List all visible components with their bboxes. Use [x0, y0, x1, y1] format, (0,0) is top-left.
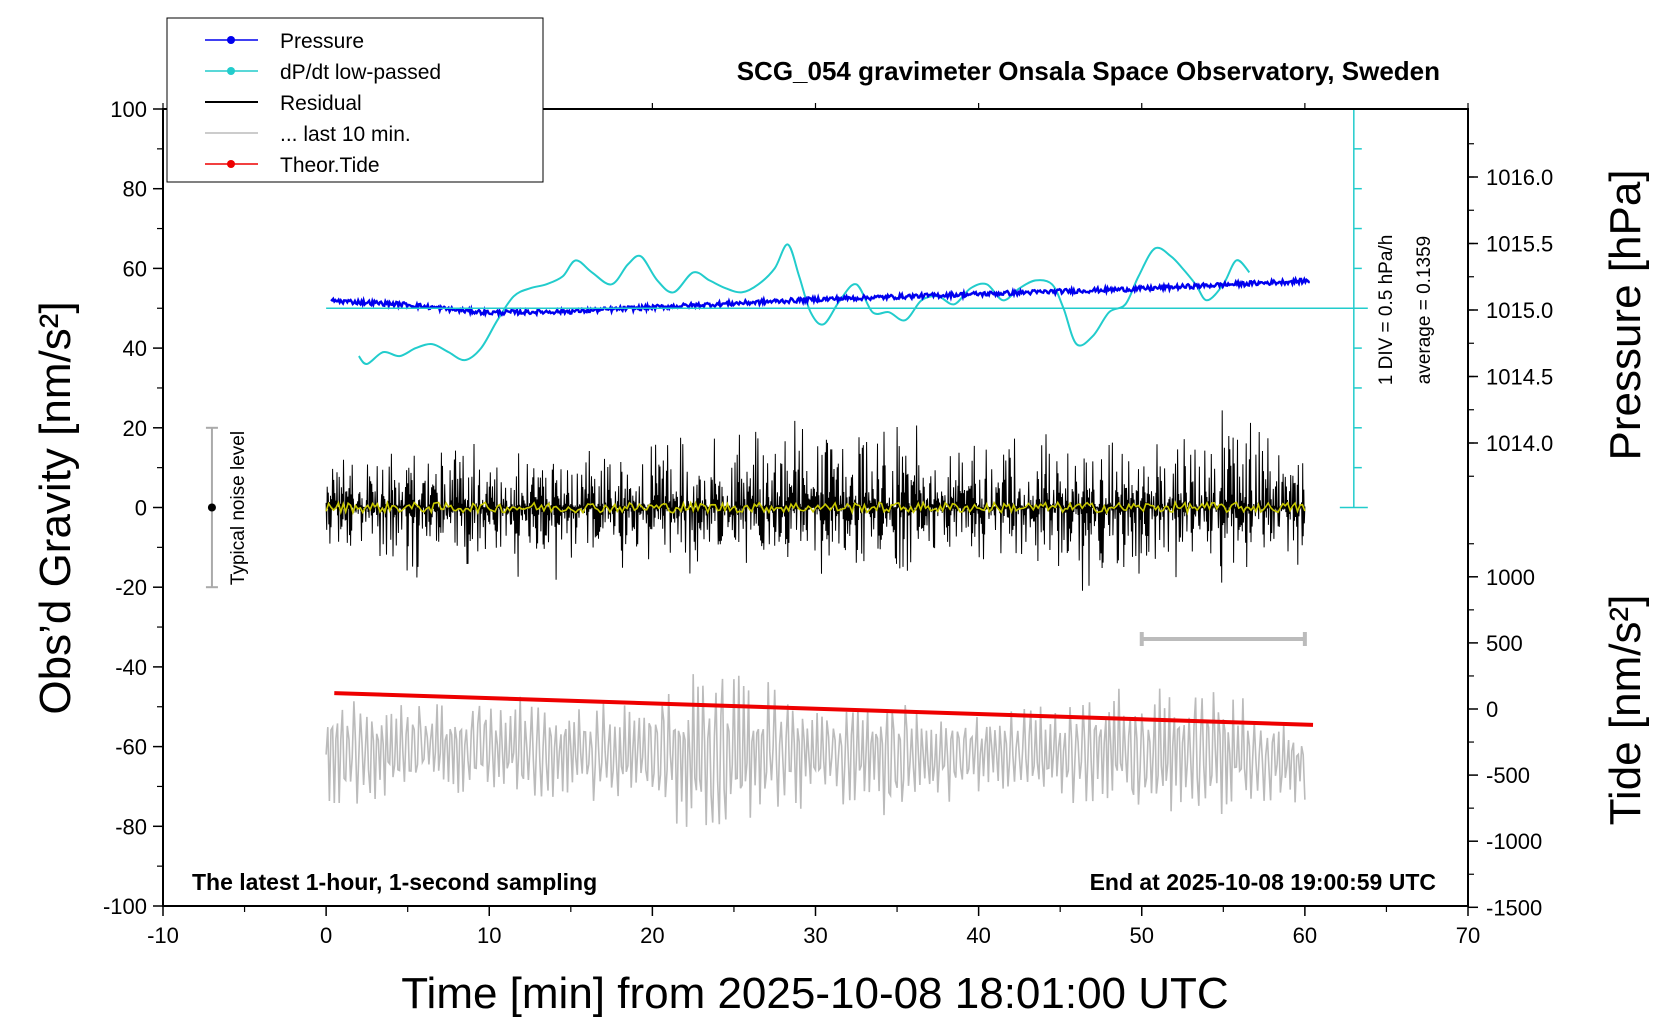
dpdt-average-label: average = 0.1359	[1414, 236, 1435, 384]
tide-tick-label: -500	[1486, 763, 1530, 788]
legend: Pressure dP/dt low-passed Residual ... last…	[166, 17, 544, 183]
y-tick-label: -80	[115, 814, 147, 839]
y-tick-label: 0	[135, 496, 147, 521]
tide-tick-label: 0	[1486, 697, 1498, 722]
legend-label: dP/dt low-passed	[280, 61, 441, 84]
tide-tick-label: 1000	[1486, 565, 1535, 590]
noise-level-dot	[207, 503, 216, 512]
tide-tick-label: -1000	[1486, 829, 1542, 854]
series-residual	[325, 410, 1306, 591]
pressure-tick-label: 1015.5	[1486, 232, 1553, 257]
y-tick-label: 40	[123, 336, 147, 361]
series-residual-smoothed	[325, 499, 1306, 516]
x-tick-label: 30	[803, 923, 827, 948]
pressure-tick-label: 1015.0	[1486, 298, 1553, 323]
y-tick-label: -100	[103, 894, 147, 919]
tide-tick-label: 500	[1486, 631, 1523, 656]
legend-label: Theor.Tide	[280, 154, 380, 177]
y-tick-label: 60	[123, 256, 147, 281]
series-pressure	[330, 275, 1310, 319]
noise-level-label: Typical noise level	[228, 431, 249, 585]
y-tick-label: -20	[115, 575, 147, 600]
bottom-left-note: The latest 1-hour, 1-second sampling	[192, 869, 597, 895]
x-axis-title: Time [min] from 2025-10-08 18:01:00 UTC	[401, 969, 1228, 1018]
y-axis-title-tide: Tide [nm/s²]	[1601, 595, 1650, 826]
legend-marker	[227, 36, 235, 44]
y-axis-title-pressure: Pressure [hPa]	[1601, 169, 1650, 460]
bottom-right-note: End at 2025-10-08 19:00:59 UTC	[1090, 869, 1436, 895]
tide-tick-label: -1500	[1486, 895, 1542, 920]
pressure-tick-label: 1014.0	[1486, 431, 1553, 456]
y-tick-label: 80	[123, 177, 147, 202]
legend-label: Residual	[280, 92, 362, 115]
x-tick-label: 70	[1456, 923, 1480, 948]
x-tick-label: 60	[1293, 923, 1317, 948]
dpdt-scale-label: 1 DIV = 0.5 hPa/h	[1376, 235, 1397, 386]
legend-label: Pressure	[280, 30, 364, 53]
y-tick-label: -40	[115, 655, 147, 680]
x-tick-label: 10	[477, 923, 501, 948]
legend-box	[166, 17, 544, 183]
series-dpdt-low-passed	[358, 243, 1251, 366]
legend-marker	[227, 160, 235, 168]
ticks-layer: -10 0 10 20 30 40 50 60 70-100-80-60-40-20020406…	[103, 97, 1553, 948]
x-tick-label: 50	[1130, 923, 1154, 948]
legend-label: ... last 10 min.	[280, 123, 411, 146]
y-tick-label: -60	[115, 735, 147, 760]
y-axis-title-left: Obs’d Gravity [nm/s²]	[31, 301, 80, 714]
y-tick-label: 100	[110, 97, 147, 122]
series-theor-tide	[334, 691, 1314, 727]
pressure-tick-label: 1014.5	[1486, 365, 1553, 390]
x-tick-label: -10	[147, 923, 179, 948]
x-tick-label: 40	[966, 923, 990, 948]
chart-title: SCG_054 gravimeter Onsala Space Observat…	[737, 56, 1440, 86]
series-last-10-min	[325, 674, 1306, 827]
pressure-tick-label: 1016.0	[1486, 165, 1553, 190]
data-layer	[205, 108, 1368, 827]
x-tick-label: 20	[640, 923, 664, 948]
x-tick-label: 0	[320, 923, 332, 948]
legend-marker	[227, 67, 235, 75]
y-tick-label: 20	[123, 416, 147, 441]
